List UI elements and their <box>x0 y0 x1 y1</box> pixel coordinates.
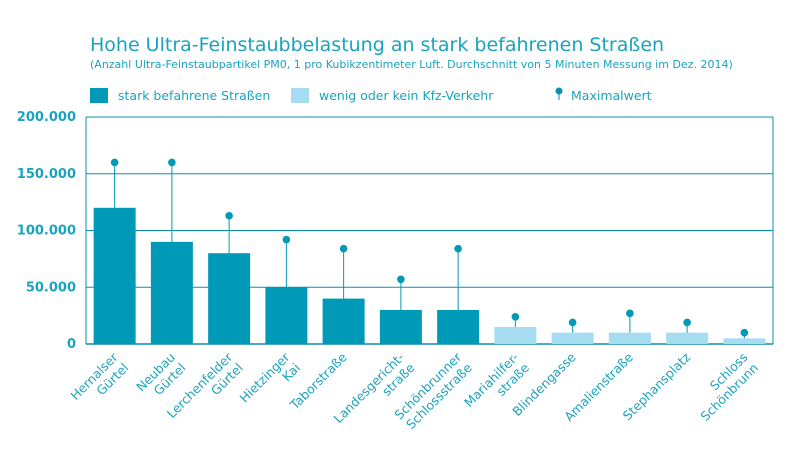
bar-stark <box>437 309 480 344</box>
bar-wenig <box>494 326 537 344</box>
bar-wenig <box>608 332 651 344</box>
x-tick-label: HernalserGürtel <box>67 349 132 414</box>
max-marker <box>282 235 291 244</box>
y-tick-label: 50.000 <box>26 280 76 295</box>
max-marker <box>339 244 348 253</box>
bar-wenig <box>723 338 766 344</box>
bar-stark <box>379 309 422 344</box>
y-tick-label: 150.000 <box>17 167 76 182</box>
bar-wenig <box>551 332 594 344</box>
legend-swatch-stark <box>90 88 108 103</box>
chart-subtitle: (Anzahl Ultra-Feinstaubpartikel PM0, 1 p… <box>90 58 733 71</box>
max-marker <box>225 211 233 220</box>
bar-stark <box>93 207 136 344</box>
legend-swatch-wenig <box>291 88 309 103</box>
legend-label-stark: stark befahrene Straßen <box>118 88 270 103</box>
max-marker <box>683 318 691 327</box>
bar-stark <box>265 287 308 344</box>
max-marker <box>397 275 405 284</box>
legend-pin-head <box>555 87 563 95</box>
chart-title: Hohe Ultra-Feinstaubbelastung an stark b… <box>90 34 665 56</box>
max-marker <box>511 312 520 321</box>
y-tick-label: 200.000 <box>17 110 76 125</box>
x-tick-label-line: Taborstraße <box>286 349 350 413</box>
legend-label-wenig: wenig oder kein Kfz-Verkehr <box>319 88 494 103</box>
bar-stark <box>150 241 193 344</box>
max-marker <box>168 158 176 167</box>
max-marker <box>740 328 749 337</box>
bar-stark <box>208 253 251 344</box>
max-marker <box>454 244 462 253</box>
x-tick-label: Taborstraße <box>286 349 350 413</box>
legend-label-max: Maximalwert <box>571 88 652 103</box>
x-tick-label: SchlossSchönbrunn <box>687 350 761 424</box>
bar-stark <box>322 298 365 344</box>
max-marker <box>626 309 634 318</box>
max-marker <box>110 158 119 167</box>
max-marker <box>568 318 577 327</box>
y-tick-label: 0 <box>67 337 76 352</box>
bar-wenig <box>666 332 709 344</box>
y-tick-label: 100.000 <box>17 224 76 239</box>
